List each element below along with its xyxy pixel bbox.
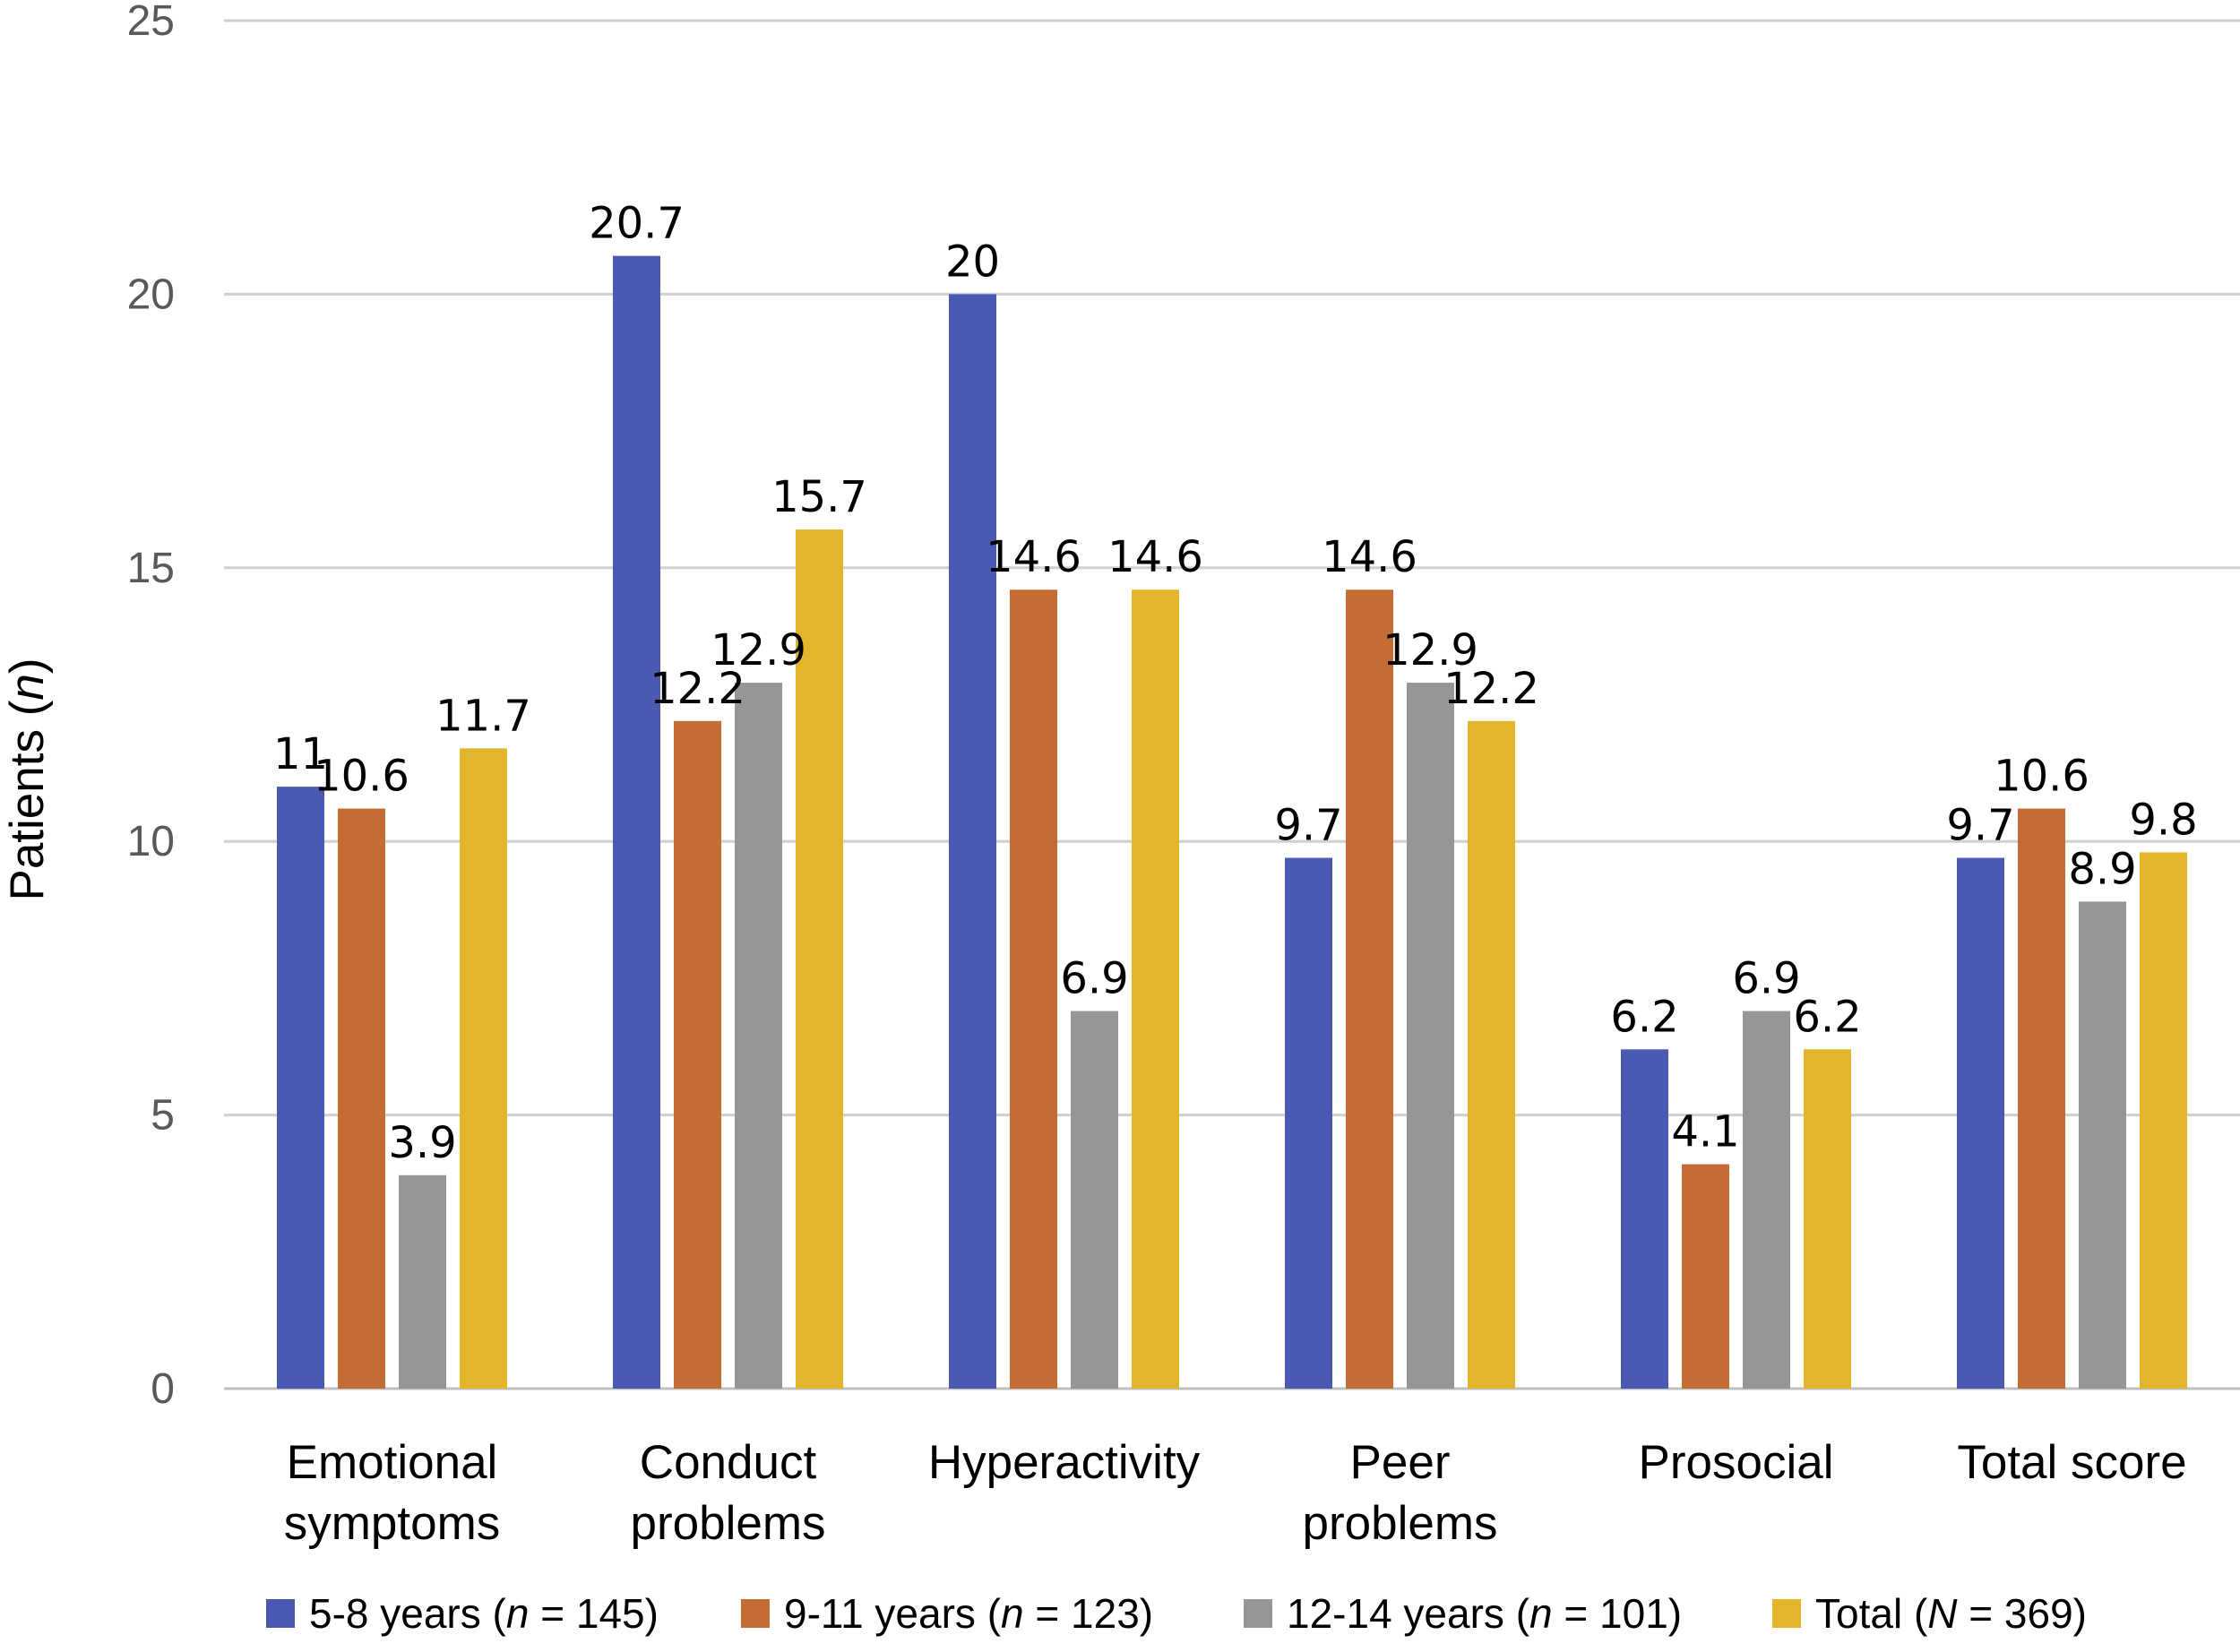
legend-entry: 9-11 years (n = 123) — [784, 1590, 1153, 1637]
data-label: 9.7 — [1946, 801, 2014, 851]
bar — [1468, 720, 1515, 1389]
bar — [2018, 808, 2065, 1389]
category-label: Prosocial — [1639, 1436, 1834, 1489]
bar — [1621, 1049, 1668, 1389]
bar — [1407, 683, 1454, 1389]
bar — [1132, 589, 1179, 1389]
y-tick-label: 20 — [127, 271, 175, 318]
bar — [1957, 857, 2004, 1389]
gridlines — [224, 19, 2240, 1390]
data-label: 6.2 — [1610, 992, 1678, 1042]
data-label: 6.9 — [1732, 954, 1800, 1004]
data-label: 8.9 — [2068, 844, 2136, 894]
bar — [735, 683, 782, 1389]
legend: 5-8 years (n = 145) 9-11 years (n = 123) 1… — [266, 1590, 2087, 1637]
data-label: 12.2 — [650, 664, 745, 714]
data-label: 3.9 — [388, 1118, 456, 1168]
legend-swatch — [741, 1599, 770, 1628]
y-axis-title-suffix: ) — [1, 658, 54, 674]
legend-swatch — [1772, 1599, 1801, 1628]
bar — [1804, 1049, 1851, 1389]
category-labels: Emotional symptoms Conduct problems Hyperact… — [284, 1436, 2187, 1550]
category-label: Peer problems — [1303, 1436, 1498, 1550]
category-label: Total score — [1957, 1436, 2186, 1489]
data-label: 14.6 — [1107, 532, 1203, 582]
y-axis-ticks: 0 5 10 15 20 25 — [127, 0, 175, 1413]
data-label: 12.9 — [1383, 625, 1478, 675]
legend-entry: Total (N = 369) — [1815, 1590, 2087, 1637]
y-axis-title-prefix: Patients ( — [1, 700, 54, 900]
bar — [1682, 1164, 1729, 1389]
bar — [2140, 852, 2187, 1389]
bar — [399, 1174, 446, 1389]
bars — [277, 255, 2187, 1389]
data-label: 12.9 — [711, 625, 806, 675]
bar — [2079, 901, 2126, 1389]
y-axis-title-italic: n — [1, 674, 54, 700]
data-label: 11.7 — [435, 691, 531, 741]
data-label: 4.1 — [1671, 1107, 1739, 1157]
bar — [1743, 1011, 1790, 1389]
data-label: 12.2 — [1443, 664, 1539, 714]
bar — [613, 255, 660, 1389]
data-label: 10.6 — [314, 752, 409, 802]
data-label: 11 — [273, 729, 328, 779]
data-label: 15.7 — [771, 472, 867, 522]
y-tick-label: 15 — [127, 545, 175, 592]
legend-entry: 5-8 years (n = 145) — [309, 1590, 659, 1637]
data-label: 14.6 — [1322, 532, 1417, 582]
bar — [460, 748, 507, 1389]
bar — [1010, 589, 1057, 1389]
bar — [338, 808, 385, 1389]
bar — [949, 294, 996, 1389]
data-label: 9.7 — [1274, 801, 1342, 851]
y-axis-title: Patients (n) — [1, 658, 54, 900]
data-labels: 1110.63.911.720.712.212.915.72014.66.914… — [273, 199, 2198, 1168]
category-label: Emotional symptoms — [284, 1436, 500, 1550]
legend-swatch — [1244, 1599, 1272, 1628]
data-label: 20.7 — [589, 199, 685, 249]
bar — [796, 529, 843, 1389]
legend-entry: 12-14 years (n = 101) — [1287, 1590, 1682, 1637]
bar — [277, 787, 324, 1389]
category-label: Hyperactivity — [928, 1436, 1201, 1489]
data-label: 6.2 — [1793, 992, 1861, 1042]
y-tick-label: 0 — [151, 1365, 175, 1413]
bar — [1071, 1011, 1118, 1389]
legend-swatch — [266, 1599, 295, 1628]
bar — [1285, 857, 1332, 1389]
bar — [674, 720, 721, 1389]
data-label: 20 — [945, 237, 1000, 287]
y-tick-label: 25 — [127, 0, 175, 45]
data-label: 9.8 — [2129, 795, 2197, 845]
y-tick-label: 5 — [151, 1092, 175, 1140]
y-tick-label: 10 — [127, 818, 175, 865]
data-label: 10.6 — [1994, 752, 2089, 802]
category-label: Conduct problems — [631, 1436, 826, 1550]
data-label: 6.9 — [1060, 954, 1128, 1004]
data-label: 14.6 — [986, 532, 1081, 582]
bar — [1346, 589, 1393, 1389]
